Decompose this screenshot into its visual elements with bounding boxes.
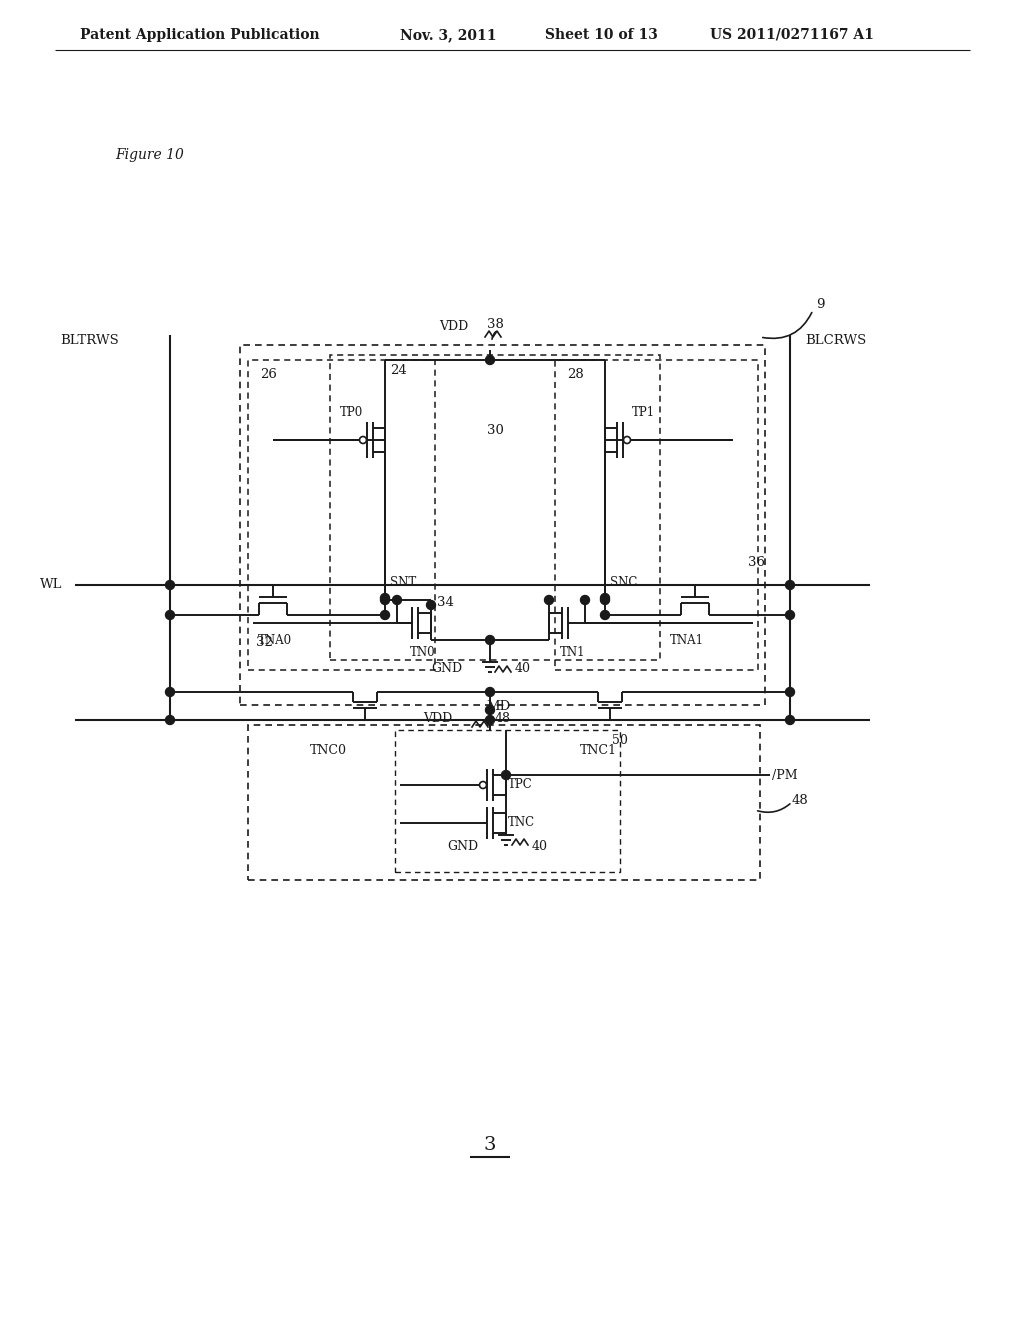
Text: BLTRWS: BLTRWS: [60, 334, 119, 346]
Text: 40: 40: [532, 841, 548, 854]
Circle shape: [581, 595, 590, 605]
Text: TNC0: TNC0: [310, 743, 347, 756]
Text: 48: 48: [792, 793, 808, 807]
Circle shape: [785, 610, 795, 619]
Bar: [330, 355, 660, 660]
Text: 48: 48: [495, 711, 511, 725]
Circle shape: [600, 595, 609, 605]
Circle shape: [785, 688, 795, 697]
Bar: [248, 360, 435, 671]
Circle shape: [381, 610, 389, 619]
Text: SNC: SNC: [610, 576, 637, 589]
Text: 40: 40: [515, 661, 531, 675]
Text: GND: GND: [446, 841, 478, 854]
Text: 26: 26: [260, 368, 276, 381]
Text: MD: MD: [485, 700, 510, 713]
Circle shape: [485, 688, 495, 697]
Circle shape: [624, 437, 631, 444]
Circle shape: [600, 610, 609, 619]
Text: SNT: SNT: [390, 576, 416, 589]
Text: Patent Application Publication: Patent Application Publication: [80, 28, 319, 42]
Text: /PM: /PM: [772, 768, 798, 781]
Text: 34: 34: [437, 597, 454, 610]
Circle shape: [392, 595, 401, 605]
Text: TN0: TN0: [410, 647, 435, 660]
Circle shape: [600, 594, 609, 602]
Text: TPC: TPC: [508, 779, 532, 792]
Text: US 2011/0271167 A1: US 2011/0271167 A1: [710, 28, 873, 42]
Circle shape: [479, 781, 486, 788]
Text: TNA0: TNA0: [258, 634, 292, 647]
Circle shape: [785, 581, 795, 590]
Text: 36: 36: [748, 557, 765, 569]
Circle shape: [485, 355, 495, 364]
Text: Sheet 10 of 13: Sheet 10 of 13: [545, 28, 657, 42]
Circle shape: [166, 610, 174, 619]
Bar: [555, 360, 758, 671]
Circle shape: [166, 715, 174, 725]
Text: TNC: TNC: [508, 817, 536, 829]
Circle shape: [166, 688, 174, 697]
Text: 30: 30: [486, 424, 504, 437]
Circle shape: [166, 581, 174, 590]
Text: BLCRWS: BLCRWS: [805, 334, 866, 346]
Text: VDD: VDD: [438, 321, 468, 334]
Text: GND: GND: [431, 661, 462, 675]
Text: Nov. 3, 2011: Nov. 3, 2011: [400, 28, 497, 42]
Text: 9: 9: [816, 298, 824, 312]
Text: 3: 3: [483, 1137, 497, 1154]
Circle shape: [381, 595, 389, 605]
Circle shape: [485, 705, 495, 714]
Circle shape: [485, 635, 495, 644]
Text: TP0: TP0: [340, 405, 364, 418]
Circle shape: [785, 715, 795, 725]
Text: WL: WL: [40, 578, 62, 591]
Circle shape: [485, 715, 495, 725]
Bar: [248, 725, 760, 880]
Circle shape: [545, 595, 554, 605]
Bar: [395, 730, 620, 873]
Text: 32: 32: [256, 636, 272, 649]
Text: TNA1: TNA1: [670, 634, 705, 647]
Text: TN1: TN1: [560, 647, 586, 660]
Bar: [240, 345, 765, 705]
Text: 24: 24: [390, 363, 407, 376]
Text: TNC1: TNC1: [580, 743, 617, 756]
Text: VDD: VDD: [423, 711, 452, 725]
Text: 28: 28: [567, 368, 584, 381]
Text: Figure 10: Figure 10: [115, 148, 184, 162]
Circle shape: [359, 437, 367, 444]
Text: 50: 50: [612, 734, 628, 747]
Circle shape: [502, 771, 511, 780]
Text: 38: 38: [486, 318, 504, 331]
Circle shape: [427, 601, 435, 610]
Circle shape: [381, 594, 389, 602]
Text: TP1: TP1: [632, 405, 655, 418]
